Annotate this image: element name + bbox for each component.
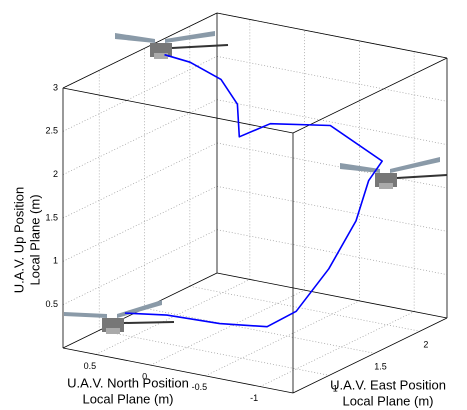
x-tick-label: -1 (250, 393, 258, 403)
z-tick-label: 2.5 (45, 126, 58, 136)
grid-line (62, 56, 218, 132)
grid-line (150, 289, 305, 366)
z-tick-label: 0.5 (45, 299, 58, 309)
box-edge (216, 12, 448, 59)
x-axis-label: U.A.V. North Position (67, 375, 189, 390)
box-edge (62, 347, 294, 394)
y-axis-label: U.A.V. East Position (330, 377, 446, 392)
y-axis-label: Local Plane (m) (342, 393, 433, 408)
box-edge (292, 317, 448, 394)
y-tick-label: 1.5 (374, 362, 387, 372)
z-tick-label: 3 (53, 82, 58, 92)
y-tick-label: 1 (333, 384, 338, 394)
box-edge (292, 57, 448, 134)
z-tick-label: 1 (53, 256, 58, 266)
grid-line (62, 229, 218, 305)
grid-line (62, 142, 218, 219)
grid-line (216, 55, 448, 102)
helicopter (340, 157, 448, 189)
box-edge (62, 12, 218, 89)
grid-line (62, 186, 218, 262)
trajectory (124, 53, 383, 328)
y-tick-label: 2 (423, 340, 428, 350)
z-tick-label: 1.5 (45, 212, 58, 222)
grid-line (216, 99, 448, 146)
box-edge (216, 272, 448, 319)
helicopters (64, 31, 448, 334)
grid-line (216, 142, 448, 189)
grid-line (216, 229, 448, 276)
x-tick-label: 0.5 (84, 361, 97, 371)
x-tick-label: -0.5 (192, 382, 208, 392)
z-tick-label: 2 (53, 169, 58, 179)
grid-line (205, 300, 360, 377)
grid-line (99, 330, 330, 376)
z-axis-label: U.A.V. Up Position (11, 187, 26, 293)
z-axis-label: Local Plane (m) (27, 194, 42, 285)
grid-line (259, 311, 415, 387)
helicopter (115, 31, 229, 59)
grid-line (189, 285, 420, 332)
grid-line (216, 185, 448, 232)
grid-line (62, 99, 218, 175)
helicopter (64, 300, 175, 334)
box-edge (62, 87, 294, 134)
x-axis-label: Local Plane (m) (82, 391, 173, 406)
x-tick-label: 0 (142, 372, 147, 382)
grid-line (144, 307, 375, 354)
